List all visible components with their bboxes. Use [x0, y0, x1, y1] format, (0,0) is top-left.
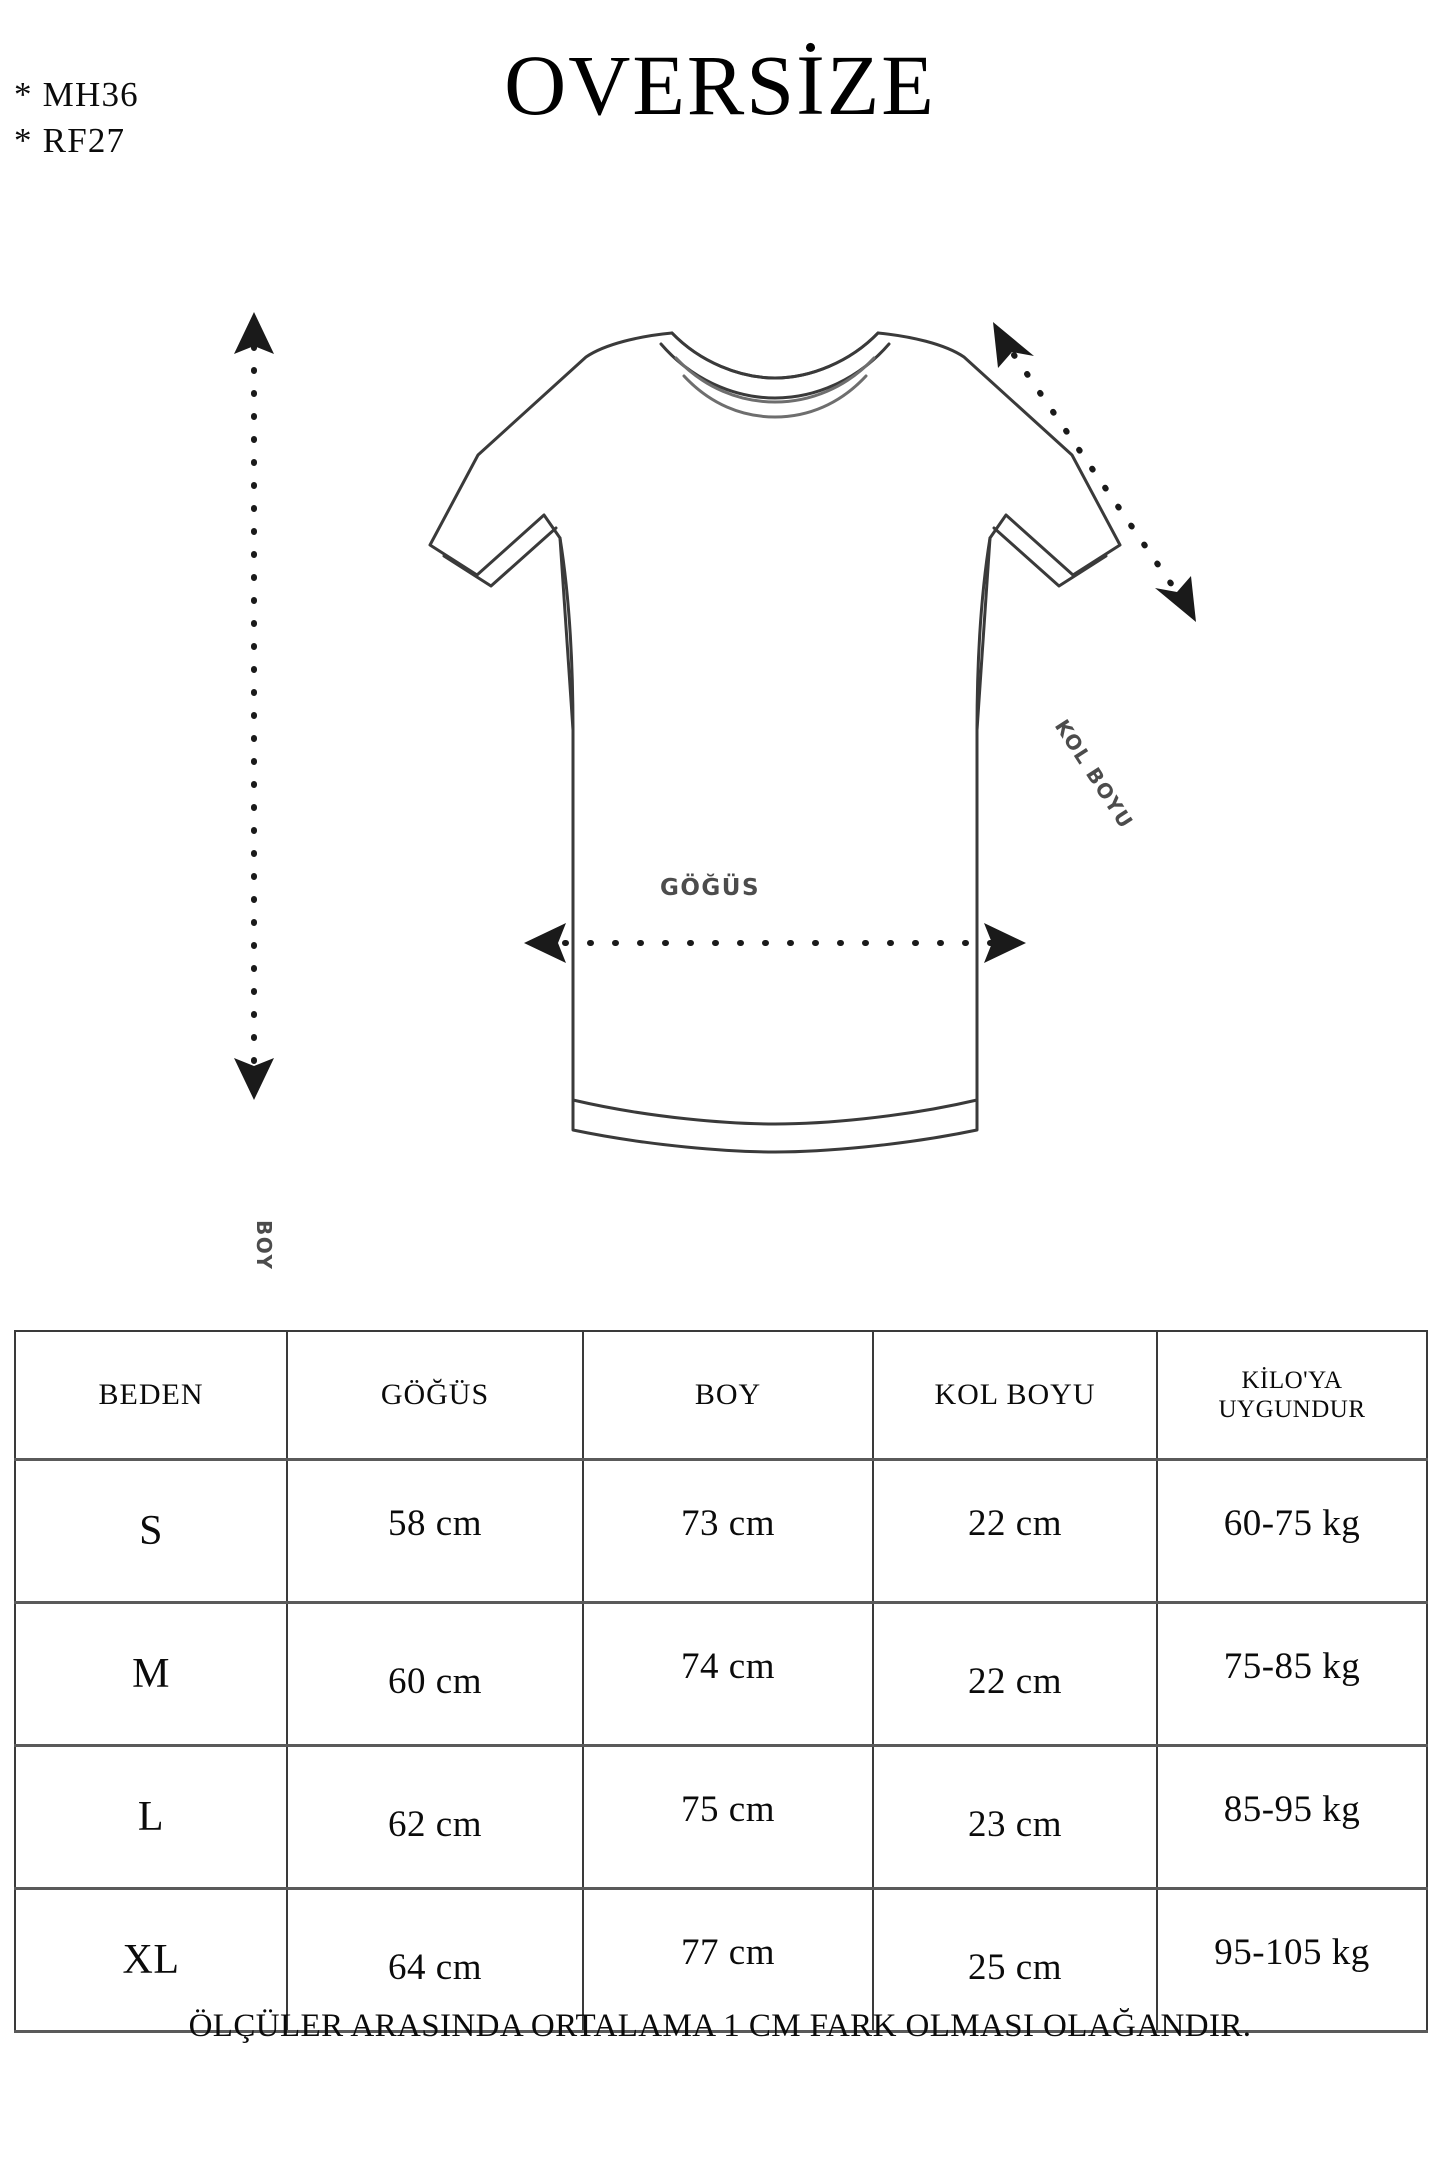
- tshirt-outline-icon: [428, 331, 1122, 1154]
- cell-kol: 22 cm: [872, 1458, 1158, 1603]
- cell-boy: 73 cm: [582, 1458, 874, 1603]
- cell-beden: L: [14, 1744, 288, 1889]
- table-row: L 62 cm 75 cm 23 cm 85-95 kg: [14, 1744, 1428, 1889]
- tshirt-svg: [234, 312, 1196, 1154]
- cell-gogus: 64 cm: [286, 1887, 584, 2033]
- product-code-2: * RF27: [14, 120, 126, 160]
- table-body: S 58 cm 73 cm 22 cm 60-75 kg M 60 cm 74 …: [14, 1458, 1428, 2033]
- cell-beden: S: [14, 1458, 288, 1603]
- cell-kol: 22 cm: [872, 1601, 1158, 1746]
- cell-kilo: 75-85 kg: [1156, 1601, 1428, 1746]
- column-header-beden: BEDEN: [14, 1330, 288, 1460]
- table-row: XL 64 cm 77 cm 25 cm 95-105 kg: [14, 1887, 1428, 2033]
- kilo-header-line-1: KİLO'YA: [1241, 1366, 1343, 1394]
- chest-label: GÖĞÜS: [660, 875, 761, 901]
- column-header-kol-boyu: KOL BOYU: [872, 1330, 1158, 1460]
- product-code-1: * MH36: [14, 75, 139, 114]
- cell-boy: 77 cm: [582, 1887, 874, 2033]
- product-code-list: * MH36 * RF27: [14, 72, 139, 163]
- cell-beden: M: [14, 1601, 288, 1746]
- length-measure-arrow: [234, 312, 274, 1100]
- cell-gogus: 62 cm: [286, 1744, 584, 1889]
- cell-gogus: 58 cm: [286, 1458, 584, 1603]
- table-row: S 58 cm 73 cm 22 cm 60-75 kg: [14, 1458, 1428, 1603]
- chest-measure-arrow: [524, 923, 1026, 963]
- sleeve-measure-arrow: [993, 322, 1196, 622]
- cell-kilo: 85-95 kg: [1156, 1744, 1428, 1889]
- cell-kilo: 60-75 kg: [1156, 1458, 1428, 1603]
- table-row: M 60 cm 74 cm 22 cm 75-85 kg: [14, 1601, 1428, 1746]
- cell-boy: 74 cm: [582, 1601, 874, 1746]
- page-title: OVERSİZE: [504, 37, 936, 133]
- tshirt-measurement-diagram: GÖĞÜS BOY KOL BOYU: [0, 300, 1440, 1271]
- column-header-gogus: GÖĞÜS: [286, 1330, 584, 1460]
- cell-kilo: 95-105 kg: [1156, 1887, 1428, 2033]
- measurement-tolerance-note: ÖLÇÜLER ARASINDA ORTALAMA 1 CM FARK OLMA…: [188, 2008, 1252, 2044]
- page-header: * MH36 * RF27 OVERSİZE: [0, 0, 1440, 210]
- column-header-boy: BOY: [582, 1330, 874, 1460]
- cell-boy: 75 cm: [582, 1744, 874, 1889]
- table-header: BEDEN GÖĞÜS BOY KOL BOYU KİLO'YA UYGUNDU…: [14, 1330, 1428, 1460]
- cell-kol: 25 cm: [872, 1887, 1158, 2033]
- cell-kol: 23 cm: [872, 1744, 1158, 1889]
- length-label: BOY: [252, 1220, 276, 1271]
- table-header-row: BEDEN GÖĞÜS BOY KOL BOYU KİLO'YA UYGUNDU…: [14, 1330, 1428, 1460]
- kilo-header-line-2: UYGUNDUR: [1218, 1396, 1366, 1423]
- column-header-kilo-uygundur: KİLO'YA UYGUNDUR: [1156, 1330, 1428, 1460]
- cell-beden: XL: [14, 1887, 288, 2033]
- size-chart-table: BEDEN GÖĞÜS BOY KOL BOYU KİLO'YA UYGUNDU…: [14, 1330, 1428, 2033]
- cell-gogus: 60 cm: [286, 1601, 584, 1746]
